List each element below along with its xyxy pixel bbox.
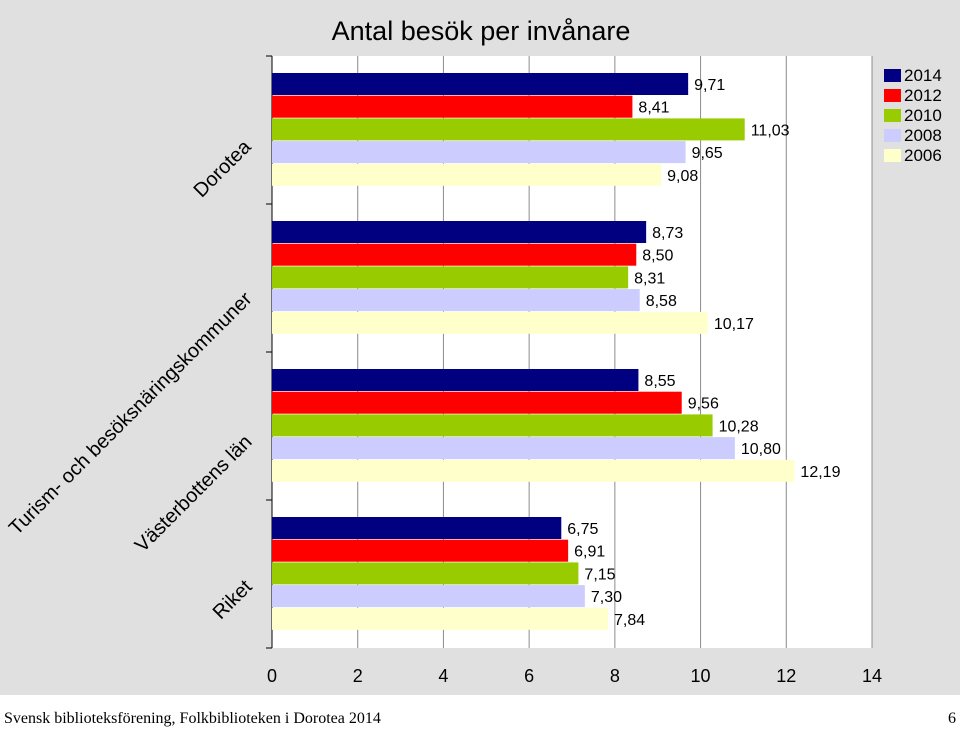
x-tick-label-5: 10 [691,666,711,686]
bar-1-4 [272,311,708,334]
bar-2-2 [272,414,713,437]
data-label-3-2: 7,15 [584,566,615,583]
bar-0-2 [272,118,745,141]
slide-footer: Svensk biblioteksförening, Folkbibliotek… [0,708,960,730]
bar-2-0 [272,369,639,391]
data-label-0-3: 9,65 [692,145,723,162]
bar-1-1 [272,243,637,266]
data-label-1-4: 10,17 [714,316,754,333]
x-tick-label-2: 4 [438,666,448,686]
bar-1-0 [272,221,647,243]
bar-1-2 [272,266,629,289]
data-label-1-1: 8,50 [642,248,673,265]
data-label-0-0: 9,71 [694,77,725,94]
data-label-0-2: 11,03 [751,122,790,139]
bar-2-3 [272,437,735,460]
bar-3-2 [272,562,579,585]
x-tick-label-3: 6 [524,666,534,686]
data-label-1-0: 8,73 [652,225,683,242]
bar-0-0 [272,73,689,95]
data-label-1-2: 8,31 [634,270,665,287]
legend-label-0: 2014 [904,66,942,85]
bar-0-3 [272,141,686,164]
data-label-3-3: 7,30 [591,589,622,606]
x-tick-label-7: 14 [862,666,882,686]
legend-swatch-3 [884,129,901,142]
bar-3-4 [272,607,608,630]
legend-label-1: 2012 [904,86,942,105]
data-label-2-0: 8,55 [644,373,675,390]
bar-3-3 [272,585,585,608]
bar-0-4 [272,163,662,186]
legend-label-4: 2006 [904,146,942,165]
x-tick-label-6: 12 [776,666,796,686]
legend-swatch-1 [884,89,901,102]
chart-title: Antal besök per invånare [332,16,631,46]
legend-swatch-4 [884,149,901,162]
x-tick-label-4: 8 [610,666,620,686]
x-tick-label-0: 0 [267,666,277,686]
bar-2-1 [272,391,682,414]
data-label-0-4: 9,08 [667,168,698,185]
data-label-1-3: 8,58 [646,293,677,310]
data-label-3-1: 6,91 [574,544,605,561]
footer-source: Svensk biblioteksförening, Folkbibliotek… [4,710,381,727]
bar-3-1 [272,539,569,562]
bar-1-3 [272,289,640,312]
data-label-0-1: 8,41 [638,100,669,117]
bar-0-1 [272,95,633,118]
data-label-2-4: 12,19 [800,464,840,481]
legend-label-3: 2008 [904,126,942,145]
bar-3-0 [272,517,562,539]
data-label-2-2: 10,28 [719,418,759,435]
bar-2-4 [272,459,795,482]
data-label-3-0: 6,75 [567,521,598,538]
data-label-2-3: 10,80 [741,441,781,458]
legend-swatch-0 [884,69,901,82]
bar-chart: 0 2 4 6 8 10 12 14 Antal besök per invånare 9,71 8… [0,0,960,695]
page-number: 6 [948,710,956,727]
legend-label-2: 2010 [904,106,942,125]
data-label-2-1: 9,56 [688,396,719,413]
x-tick-label-1: 2 [353,666,363,686]
data-label-3-4: 7,84 [614,612,645,629]
legend-swatch-2 [884,109,901,122]
